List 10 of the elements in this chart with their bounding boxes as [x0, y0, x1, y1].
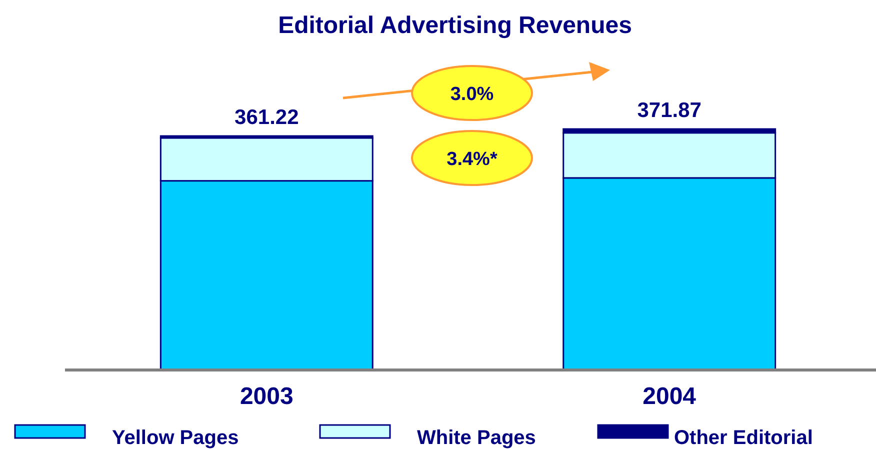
x-tick-label: 2004	[642, 383, 697, 410]
legend-label: White Pages	[417, 427, 536, 449]
text: 3.0%	[450, 84, 494, 105]
x-tick-label: 2003	[240, 383, 294, 410]
annotation: 361.22	[234, 106, 299, 129]
annotation: 371.87	[637, 99, 702, 122]
legend-label: Yellow Pages	[112, 427, 239, 449]
annotation: 3.4%*	[446, 149, 498, 170]
chart-title: Editorial Advertising Revenues	[278, 12, 632, 39]
legend-label: Other Editorial	[674, 427, 813, 449]
